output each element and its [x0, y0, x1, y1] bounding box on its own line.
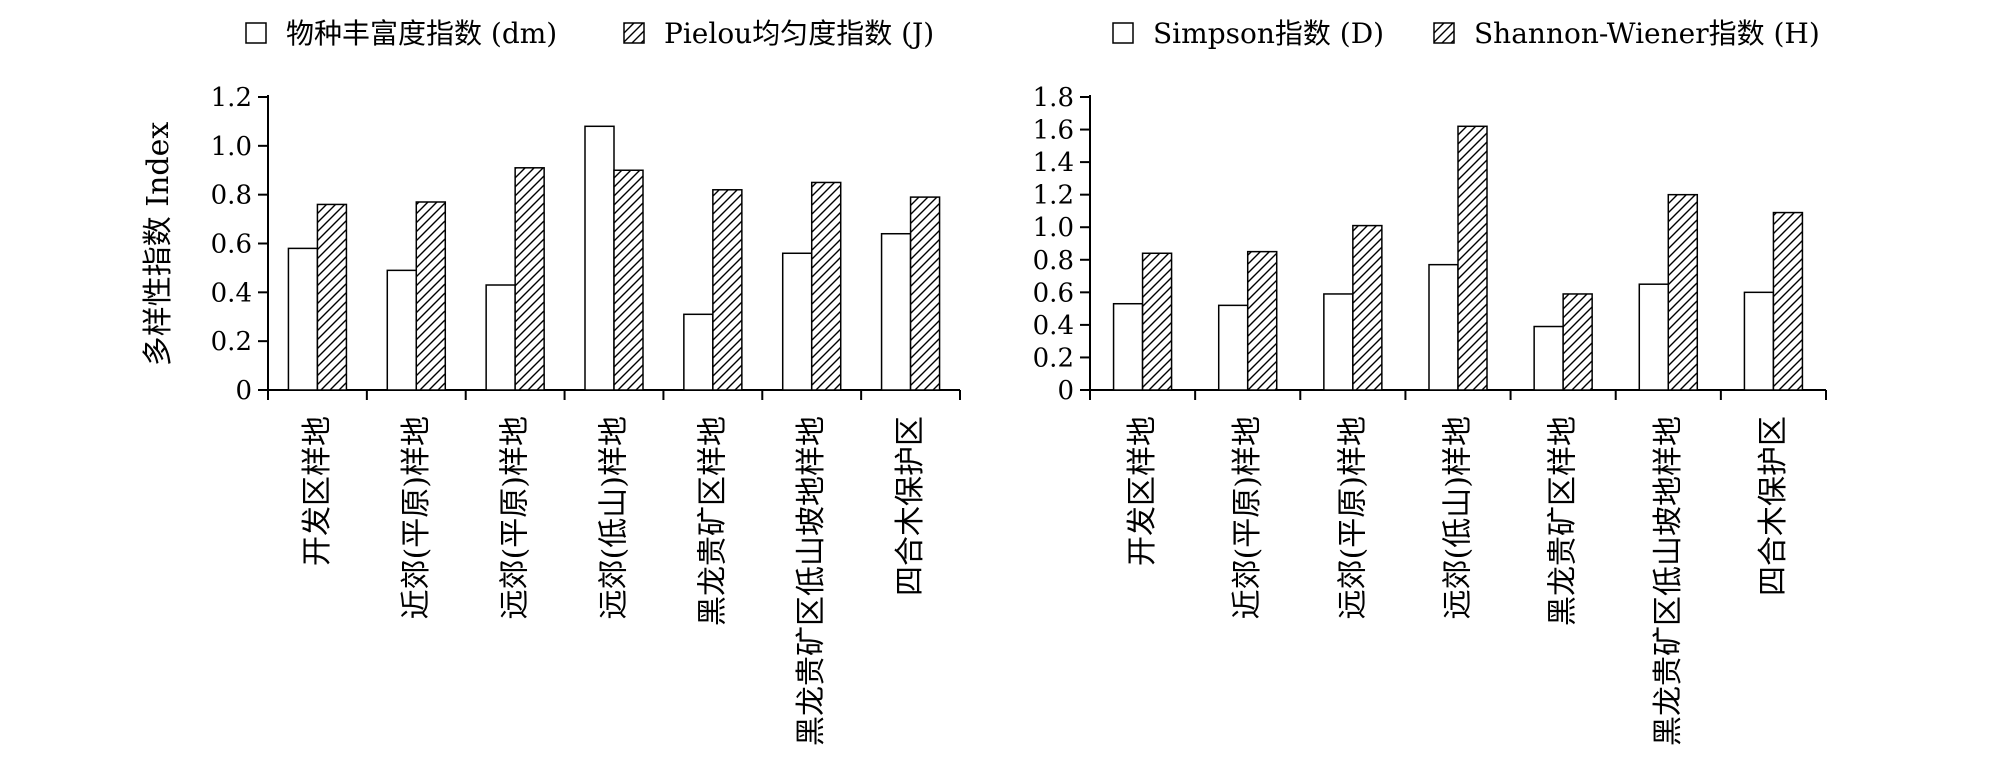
chart-2: 00.20.40.60.81.01.21.41.61.8 开发区样地 近郊(平原)样…	[1033, 17, 1827, 746]
bar-series2	[810, 181, 842, 391]
legend-label: Pielou均匀度指数 (J)	[664, 17, 934, 50]
y-tick-label: 0.8	[1033, 246, 1074, 276]
bar-series1	[1428, 263, 1459, 391]
bar-series1	[386, 269, 418, 391]
x-category-label: 远郊(低山)样地	[597, 416, 632, 619]
y-tick-label: 0.6	[211, 230, 252, 260]
y-tick-label: 1.6	[1033, 116, 1074, 146]
bar-series1	[1743, 291, 1775, 391]
bar-series2	[909, 196, 941, 391]
x-category-label: 黑龙贵矿区低山坡地样地	[1651, 416, 1686, 746]
legend-label: Shannon-Wiener指数 (H)	[1474, 17, 1820, 50]
bar-series1	[1533, 325, 1564, 391]
bar-series2	[1352, 224, 1383, 391]
bar-series1	[584, 125, 615, 391]
bar-series1	[880, 232, 912, 391]
x-category-label: 开发区样地	[300, 416, 335, 566]
bar-series2	[316, 203, 348, 391]
bar-series2	[514, 167, 545, 391]
legend-swatch	[1112, 22, 1134, 44]
y-tick-label: 1.0	[211, 132, 252, 162]
bar-series2	[712, 189, 743, 391]
bar-series2	[613, 169, 644, 391]
x-category-label: 开发区样地	[1125, 416, 1160, 566]
y-tick-label: 0.2	[1033, 343, 1074, 373]
bar-series2	[1562, 293, 1593, 391]
x-category-label: 黑龙贵矿区低山坡地样地	[794, 416, 829, 746]
bar-series2	[1141, 252, 1173, 391]
y-tick-label: 1.0	[1033, 213, 1074, 243]
chart-1: 0 0.2 0.4 0.6 0.8 1.0 1.2 开发区样地 近郊(平原)样地 远郊(平原)样地…	[141, 17, 961, 746]
bar-series1	[781, 252, 813, 391]
bar-series1	[1112, 302, 1144, 391]
y-tick-label: 0	[235, 376, 252, 406]
x-category-label: 四合木保护区	[1756, 416, 1791, 596]
legend-label: 物种丰富度指数 (dm)	[286, 17, 557, 50]
y-tick-label: 1.2	[1033, 181, 1074, 211]
y-tick-label: 0.6	[1033, 278, 1074, 308]
y-axis-label: 多样性指数 Index	[141, 122, 176, 367]
bar-series2	[1457, 125, 1488, 391]
bar-series2	[415, 201, 447, 391]
legend-label: Simpson指数 (D)	[1153, 17, 1384, 50]
x-category-label: 黑龙贵矿区样地	[1546, 416, 1581, 626]
y-tick-label: 1.2	[211, 83, 252, 113]
x-category-label: 近郊(平原)样地	[1230, 416, 1265, 619]
y-tick-label: 0.8	[211, 181, 252, 211]
bar-series1	[287, 247, 319, 391]
bar-series2	[1246, 250, 1278, 391]
bar-series2	[1772, 211, 1804, 391]
legend-swatch	[245, 22, 267, 44]
bar-series1	[683, 313, 714, 391]
bar-series1	[1638, 283, 1670, 391]
bar-series2	[1667, 193, 1699, 391]
x-category-label: 远郊(平原)样地	[1335, 416, 1370, 619]
y-tick-label: 0.4	[211, 278, 252, 308]
legend-swatch	[623, 22, 645, 44]
y-tick-label: 0.2	[211, 327, 252, 357]
bar-series1	[1323, 293, 1354, 391]
y-tick-label: 0.4	[1033, 311, 1074, 341]
y-tick-label: 1.8	[1033, 83, 1074, 113]
x-category-label: 远郊(平原)样地	[498, 416, 533, 619]
bar-series1	[1217, 304, 1249, 391]
legend-swatch	[1433, 22, 1455, 44]
bar-series1	[485, 284, 516, 391]
y-tick-label: 1.4	[1033, 148, 1074, 178]
x-category-label: 四合木保护区	[893, 416, 928, 596]
x-category-label: 远郊(低山)样地	[1441, 416, 1476, 619]
x-category-label: 近郊(平原)样地	[399, 416, 434, 619]
y-tick-label: 0	[1057, 376, 1074, 406]
x-category-label: 黑龙贵矿区样地	[695, 416, 730, 626]
